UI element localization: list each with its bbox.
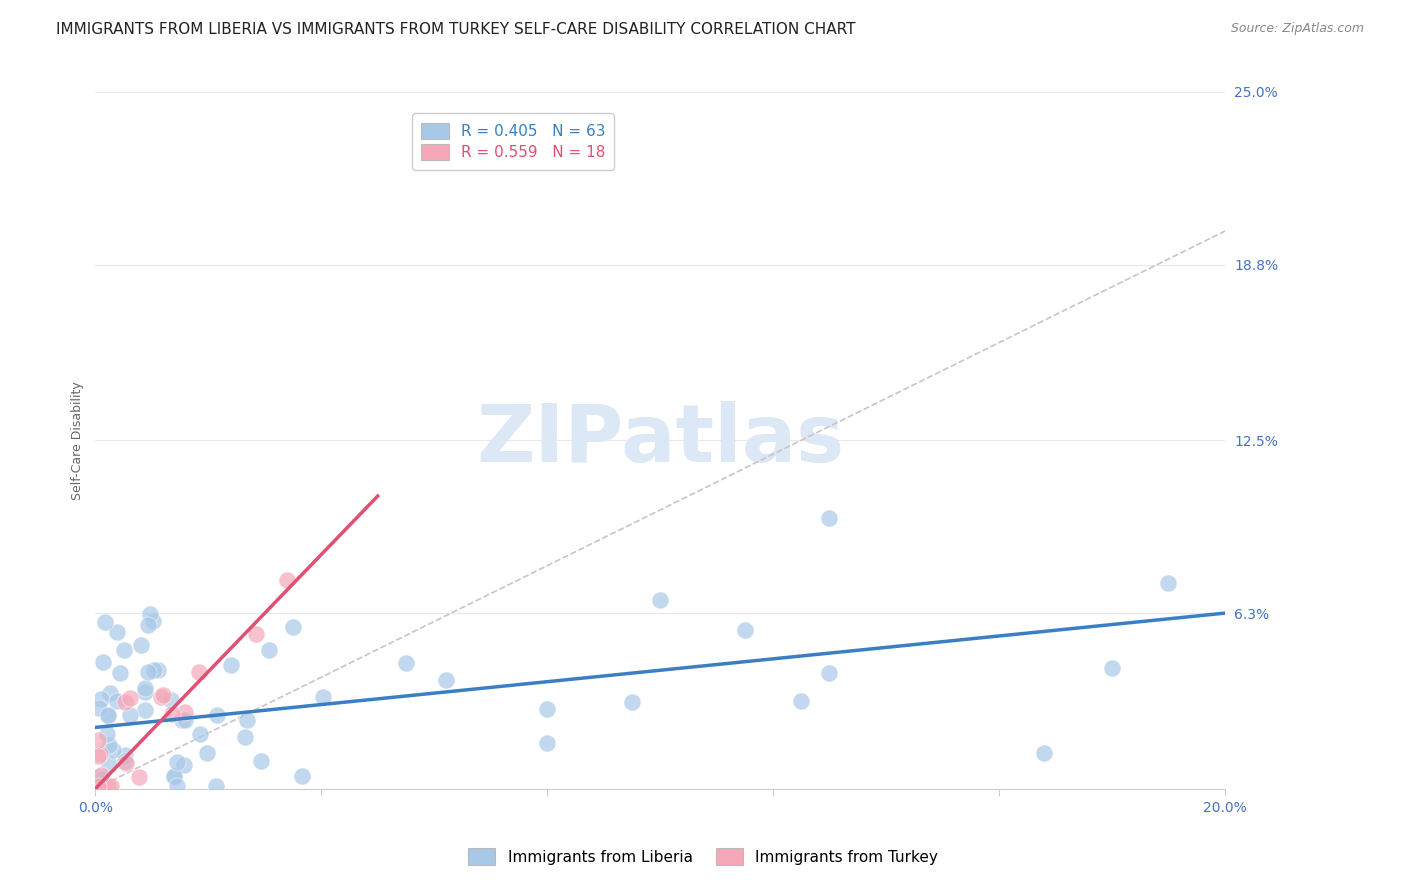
Point <box>90 691 112 706</box>
Point <box>91 772 114 787</box>
Point <box>114 695 136 709</box>
Point <box>96 727 118 741</box>
Point <box>108 666 131 681</box>
Point <box>114 747 136 762</box>
Point <box>236 713 259 727</box>
Point <box>257 643 280 657</box>
Point <box>134 704 156 718</box>
Point <box>134 681 156 696</box>
Point <box>139 607 162 621</box>
Point <box>648 592 671 607</box>
Point <box>205 708 228 723</box>
Point <box>233 730 256 744</box>
Point <box>170 713 193 727</box>
Point <box>291 769 314 783</box>
Point <box>818 511 841 525</box>
Point <box>136 665 159 680</box>
Point <box>142 615 165 629</box>
Point <box>146 663 169 677</box>
Point <box>115 756 138 770</box>
Point <box>173 758 195 772</box>
Point <box>163 769 186 783</box>
Point <box>134 685 156 699</box>
Point <box>174 705 197 719</box>
Point <box>166 755 188 769</box>
Point <box>100 779 122 793</box>
Point <box>790 694 813 708</box>
Point <box>96 708 118 723</box>
Point <box>142 663 165 677</box>
Point <box>734 623 756 637</box>
Point <box>1033 746 1056 760</box>
Text: Source: ZipAtlas.com: Source: ZipAtlas.com <box>1230 22 1364 36</box>
Point <box>94 615 117 629</box>
Point <box>89 747 111 761</box>
Point <box>204 779 226 793</box>
Point <box>87 733 110 747</box>
Point <box>174 713 197 727</box>
Point <box>245 627 267 641</box>
Point <box>87 700 110 714</box>
Point <box>219 658 242 673</box>
Point <box>114 754 136 768</box>
Point <box>187 665 209 679</box>
Point <box>103 742 125 756</box>
Point <box>162 707 184 722</box>
Point <box>118 690 141 705</box>
Point <box>87 749 110 764</box>
Point <box>276 573 298 587</box>
Point <box>112 643 135 657</box>
Legend: R = 0.405   N = 63, R = 0.559   N = 18: R = 0.405 N = 63, R = 0.559 N = 18 <box>412 113 614 169</box>
Point <box>90 768 112 782</box>
Point <box>195 747 218 761</box>
Legend: Immigrants from Liberia, Immigrants from Turkey: Immigrants from Liberia, Immigrants from… <box>461 842 945 871</box>
Point <box>536 702 558 716</box>
Point <box>150 690 173 704</box>
Point <box>620 695 643 709</box>
Point <box>128 770 150 784</box>
Point <box>91 655 114 669</box>
Point <box>136 617 159 632</box>
Point <box>129 639 152 653</box>
Y-axis label: Self-Care Disability: Self-Care Disability <box>72 381 84 500</box>
Point <box>281 620 304 634</box>
Point <box>312 690 335 704</box>
Point <box>105 694 128 708</box>
Text: IMMIGRANTS FROM LIBERIA VS IMMIGRANTS FROM TURKEY SELF-CARE DISABILITY CORRELATI: IMMIGRANTS FROM LIBERIA VS IMMIGRANTS FR… <box>56 22 856 37</box>
Point <box>1157 575 1180 590</box>
Point <box>152 688 174 702</box>
Point <box>87 770 110 784</box>
Point <box>250 754 273 768</box>
Point <box>1101 661 1123 675</box>
Point <box>87 779 110 793</box>
Point <box>160 693 183 707</box>
Point <box>105 624 128 639</box>
Point <box>97 709 120 723</box>
Text: ZIPatlas: ZIPatlas <box>475 401 844 479</box>
Point <box>97 756 120 771</box>
Point <box>120 707 142 722</box>
Point <box>163 770 186 784</box>
Point <box>395 656 418 670</box>
Point <box>188 727 211 741</box>
Point <box>98 738 121 752</box>
Point <box>166 779 188 793</box>
Point <box>97 779 120 793</box>
Point <box>434 673 457 688</box>
Point <box>818 665 841 680</box>
Point <box>536 736 558 750</box>
Point <box>98 686 121 700</box>
